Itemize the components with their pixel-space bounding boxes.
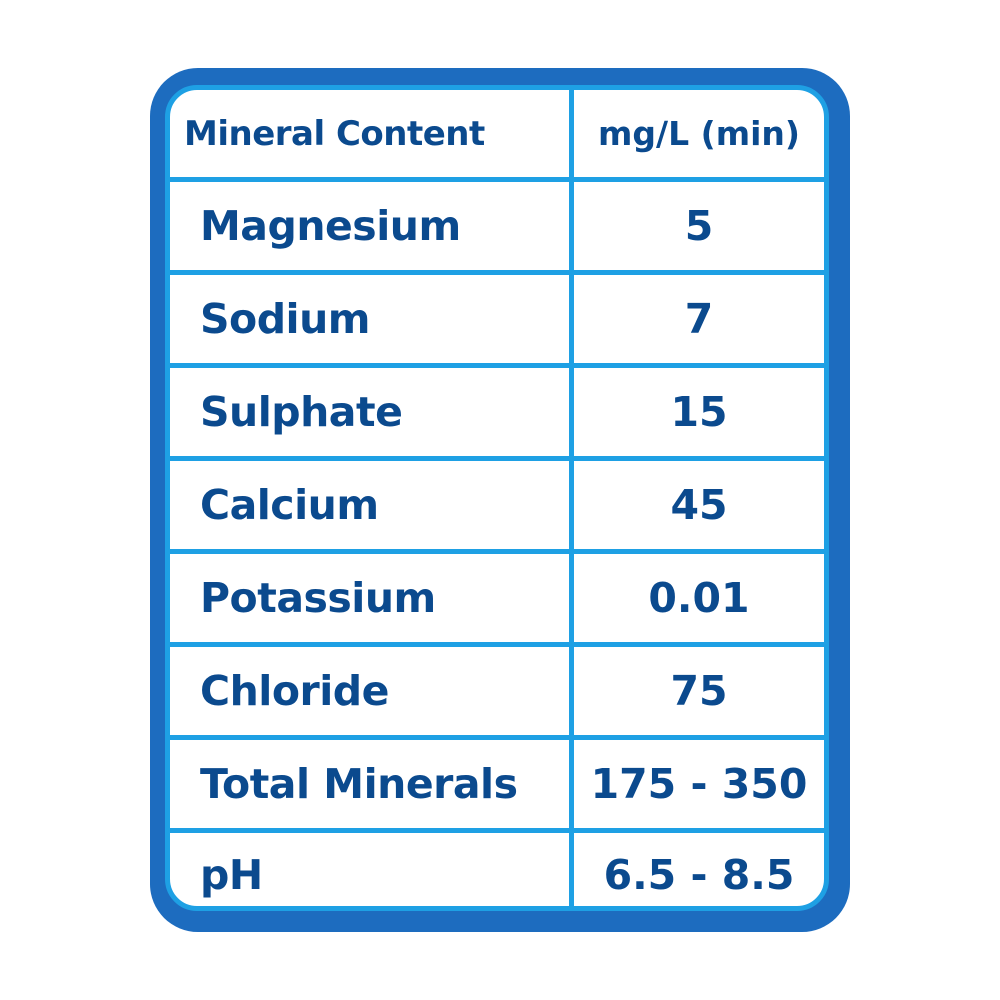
table-row: Sodium 7 <box>170 275 824 368</box>
mineral-value: 6.5 - 8.5 <box>603 850 795 899</box>
header-mineral: Mineral Content <box>170 90 574 177</box>
table-row: Calcium 45 <box>170 461 824 554</box>
table-header: Mineral Content mg/L (min) <box>170 90 824 182</box>
table-row: Chloride 75 <box>170 647 824 740</box>
mineral-name: Sulphate <box>170 368 574 456</box>
mineral-name: pH <box>170 833 574 906</box>
mineral-name: Chloride <box>170 647 574 735</box>
table-row: pH 6.5 - 8.5 <box>170 833 824 906</box>
mineral-name: Calcium <box>170 461 574 549</box>
mineral-value: 5 <box>684 202 714 250</box>
mineral-value: 7 <box>684 295 714 343</box>
table-row: Magnesium 5 <box>170 182 824 275</box>
mineral-name: Sodium <box>170 275 574 363</box>
mineral-value: 0.01 <box>648 574 750 622</box>
mineral-name: Potassium <box>170 554 574 642</box>
mineral-name: Magnesium <box>170 182 574 270</box>
mineral-value: 45 <box>670 481 728 529</box>
mineral-value: 15 <box>670 388 728 436</box>
mineral-value: 75 <box>670 667 728 715</box>
mineral-table: Mineral Content mg/L (min) Magnesium 5 S… <box>165 85 829 911</box>
table-row: Total Minerals 175 - 350 <box>170 740 824 833</box>
mineral-value: 175 - 350 <box>590 760 808 808</box>
table-row: Potassium 0.01 <box>170 554 824 647</box>
mineral-name: Total Minerals <box>170 740 574 828</box>
table-row: Sulphate 15 <box>170 368 824 461</box>
header-value: mg/L (min) <box>598 114 800 153</box>
